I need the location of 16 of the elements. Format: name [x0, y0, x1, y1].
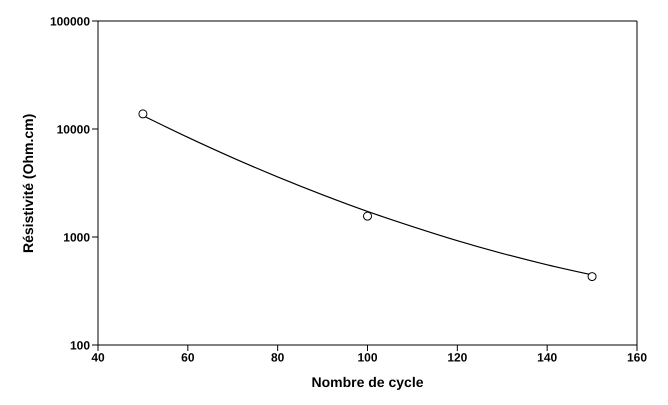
y-tick-label: 100000	[50, 14, 90, 28]
x-tick-label: 100	[357, 350, 378, 365]
x-tick-label: 40	[91, 350, 105, 365]
x-tick-label: 60	[181, 350, 195, 365]
x-axis-title: Nombre de cycle	[311, 374, 424, 390]
x-tick-label: 140	[537, 350, 558, 365]
y-tick-label: 100	[70, 338, 90, 352]
y-tick-label: 10000	[56, 122, 90, 136]
x-tick-label: 120	[447, 350, 468, 365]
y-tick-label: 1000	[63, 230, 90, 244]
x-tick-label: 80	[270, 350, 285, 365]
point	[138, 109, 148, 118]
x-tick-label: 160	[626, 350, 648, 365]
y-axis-title: Résistivité (Ohm.cm)	[20, 114, 36, 253]
point	[363, 212, 372, 221]
point	[588, 272, 597, 282]
